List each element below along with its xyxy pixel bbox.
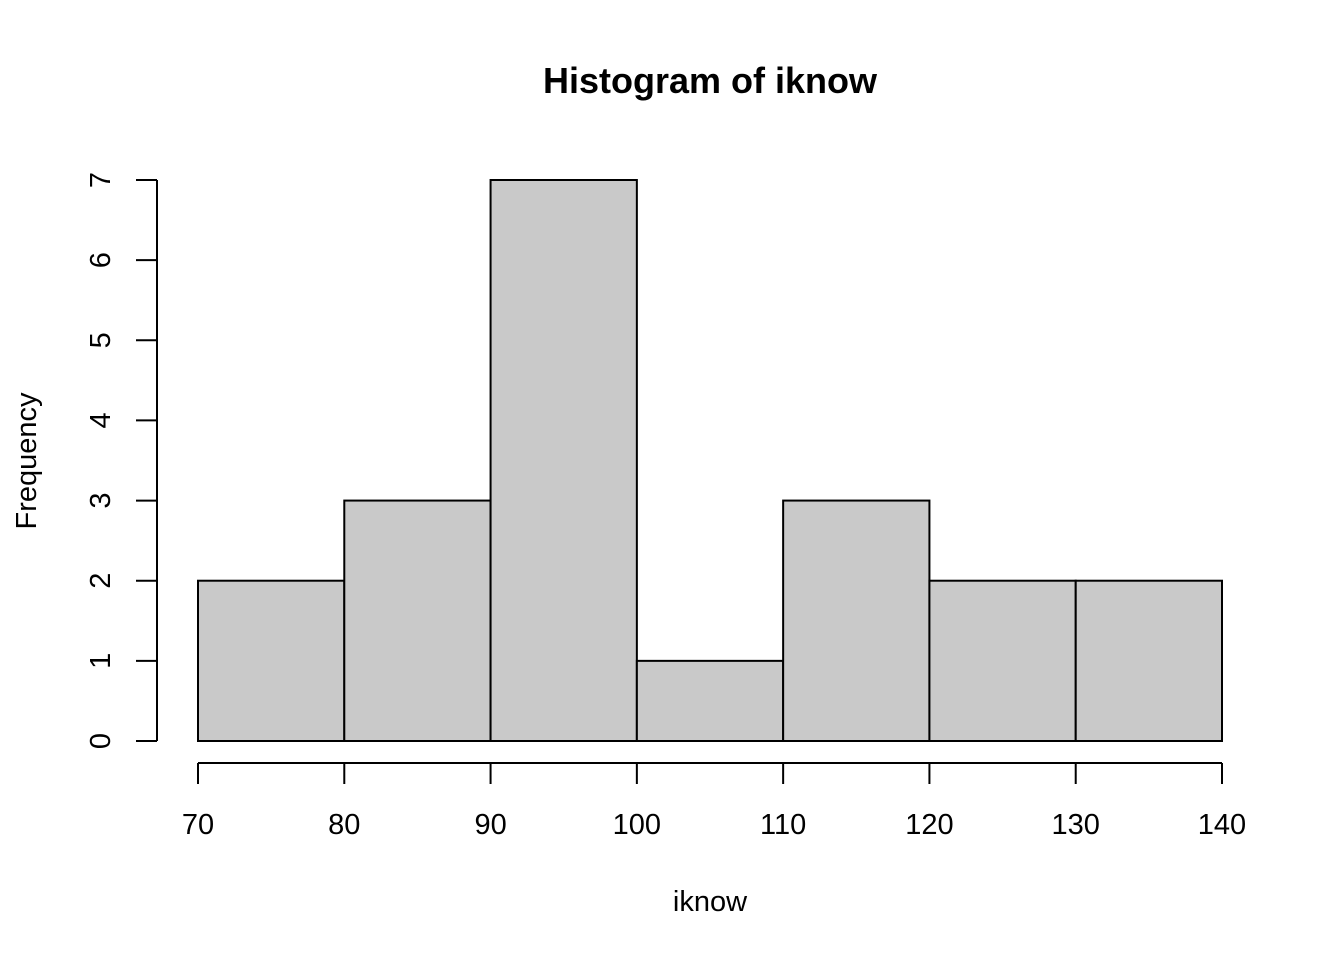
chart-title: Histogram of iknow [543,60,878,101]
y-tick-label: 1 [85,653,117,669]
x-tick-label: 140 [1198,809,1246,841]
histogram-bar-130-140 [1074,579,1223,743]
histogram-bar-120-130 [928,579,1077,743]
y-axis: 0 1 2 3 4 5 6 7 [85,172,158,749]
y-tick-label: 4 [85,412,117,428]
y-tick-label: 7 [85,172,117,188]
x-axis-label: iknow [673,886,748,918]
x-tick-label: 130 [1052,809,1100,841]
y-tick-label: 5 [85,332,117,348]
x-tick-label: 120 [905,809,953,841]
x-tick-label: 70 [182,809,214,841]
histogram-bar-90-100 [489,179,638,742]
x-axis: 70 80 90 100 110 120 130 140 [182,762,1246,841]
x-tick-label: 110 [760,809,806,841]
y-tick-label: 6 [85,252,117,268]
histogram-bar-70-80 [197,579,346,743]
x-tick-label: 90 [474,809,506,841]
histogram-bar-80-90 [343,499,492,743]
histogram-bar-100-110 [635,659,785,742]
y-tick-label: 2 [85,573,117,589]
y-axis-label: Frequency [11,392,43,530]
y-tick-label: 0 [85,733,117,749]
x-tick-label: 100 [613,809,661,841]
y-tick-label: 3 [85,493,117,509]
bars-group [197,179,1223,743]
x-tick-label: 80 [328,809,360,841]
histogram-bar-110-120 [782,499,931,743]
